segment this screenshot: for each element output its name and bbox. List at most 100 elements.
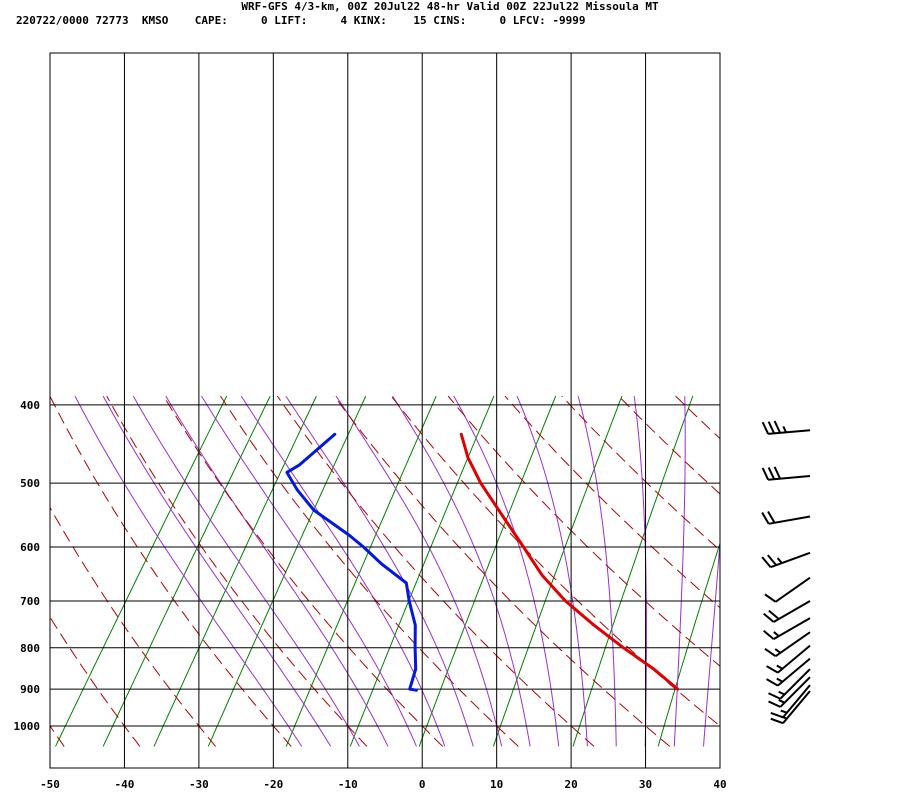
moist-adiabat-line [335, 395, 503, 747]
wind-barb-staff [779, 668, 811, 700]
moist-adiabat-line [633, 396, 647, 747]
wind-barb-feather [761, 421, 770, 435]
dry-adiabat-line [618, 395, 720, 495]
wind-barb-feather [778, 690, 785, 696]
wind-barb-feather [768, 609, 780, 620]
wind-barb [766, 657, 811, 687]
moist-adiabat-line [392, 395, 531, 747]
dry-adiabat-line [390, 395, 720, 727]
wind-barb [761, 511, 811, 525]
wind-barb-staff [773, 617, 811, 640]
wind-barb-feather [766, 678, 779, 687]
wind-barb-feather [766, 665, 779, 674]
wind-barb [766, 644, 811, 674]
pressure-tick-label: 400 [20, 399, 40, 412]
wind-barb-feather [761, 512, 770, 525]
dry-adiabat-line [276, 395, 595, 747]
wind-barb-feather [768, 692, 781, 700]
wind-barb-feather [773, 466, 782, 480]
wind-barb-staff [768, 515, 811, 525]
wind-barb [768, 676, 811, 708]
wind-barb-feather [773, 420, 782, 434]
dry-adiabat-line [733, 396, 900, 746]
temperature-profile-line [459, 432, 680, 691]
wind-barb-staff [768, 475, 811, 481]
wind-barb-feather [770, 717, 784, 725]
wind-barb-feather [764, 647, 777, 658]
wind-barb-staff [775, 576, 811, 603]
dry-adiabat-line [106, 395, 368, 747]
wind-barb-feather [782, 426, 787, 433]
temperature-tick-label: -10 [338, 778, 358, 791]
wind-barb-staff [782, 690, 811, 724]
wind-barb-feather [773, 631, 780, 637]
wind-barb-feather [776, 677, 783, 683]
wind-barb-feather [767, 554, 777, 566]
wind-barb-feather [767, 466, 776, 480]
moist-adiabat-line [703, 536, 720, 747]
mixing-ratio-line [657, 541, 720, 747]
wind-barb-feather [776, 557, 783, 564]
moist-adiabats [74, 395, 720, 747]
temperature-tick-labels: -50 -40 -30 -20 -10 0 10 20 30 40 [40, 778, 727, 791]
temperature-tick-label: -30 [189, 778, 209, 791]
wind-barb-feather [780, 715, 788, 720]
plot-frame [49, 52, 721, 769]
dry-adiabat-line [447, 395, 720, 667]
wind-barb [770, 690, 811, 725]
wind-barb [768, 668, 811, 700]
dry-adiabat-line [789, 396, 900, 746]
mixing-ratio-line [572, 395, 694, 747]
wind-barb [761, 420, 811, 435]
wind-barb-feather [780, 709, 788, 714]
temperature-tick-label: 40 [713, 778, 726, 791]
mixing-ratio-line [55, 395, 228, 747]
temperature-tick-label: -40 [115, 778, 135, 791]
dry-adiabat-line [220, 395, 519, 747]
pressure-tick-label: 500 [20, 477, 40, 490]
wind-barb-feather [763, 629, 775, 640]
temperature-tick-label: 30 [639, 778, 652, 791]
pressure-tick-label: 600 [20, 541, 40, 554]
moist-adiabat-line [673, 396, 686, 747]
temperature-tick-label: -50 [40, 778, 60, 791]
mixing-ratio-line [102, 395, 271, 747]
moist-adiabat-line [165, 395, 389, 747]
wind-barb-feather [768, 700, 781, 708]
pressure-tick-label: 1000 [14, 720, 41, 733]
mixing-ratio-line [418, 395, 557, 747]
wind-barb [761, 551, 811, 569]
moist-adiabat-line [132, 395, 360, 747]
moist-adiabat-line [74, 395, 303, 747]
moist-adiabat-line [285, 395, 474, 747]
moist-adiabat-line [577, 395, 617, 747]
wind-barb [763, 617, 811, 640]
isotherm-grid [50, 53, 720, 768]
moist-adiabat-line [453, 395, 560, 747]
moist-adiabat-line [201, 395, 417, 747]
plot-border [49, 52, 721, 769]
moist-adiabat-line [240, 395, 446, 747]
wind-barb-staff [777, 657, 811, 687]
wind-barb-staff [779, 676, 811, 708]
pressure-tick-label: 700 [20, 595, 40, 608]
wind-barb [761, 466, 811, 481]
dry-adiabat-line [675, 395, 720, 440]
wind-barb-staff [770, 551, 811, 569]
moist-adiabat-line [102, 395, 332, 747]
mixing-ratio-line [285, 395, 437, 747]
dry-adiabat-line [561, 395, 720, 551]
dry-adiabat-line [846, 396, 900, 746]
wind-barb-feather [767, 511, 776, 524]
dry-adiabats [50, 395, 900, 747]
pressure-tick-labels: 400 500 600 700 800 900 1000 [14, 399, 41, 733]
temperature-tick-label: 10 [490, 778, 503, 791]
wind-barb-feather [761, 556, 772, 568]
temperature-tick-label: 0 [419, 778, 426, 791]
isobar-grid [50, 404, 720, 727]
dry-adiabat-line [163, 395, 444, 747]
mixing-ratio-line [207, 395, 367, 747]
moist-adiabat-line [516, 395, 588, 747]
dry-adiabat-line [50, 506, 216, 747]
